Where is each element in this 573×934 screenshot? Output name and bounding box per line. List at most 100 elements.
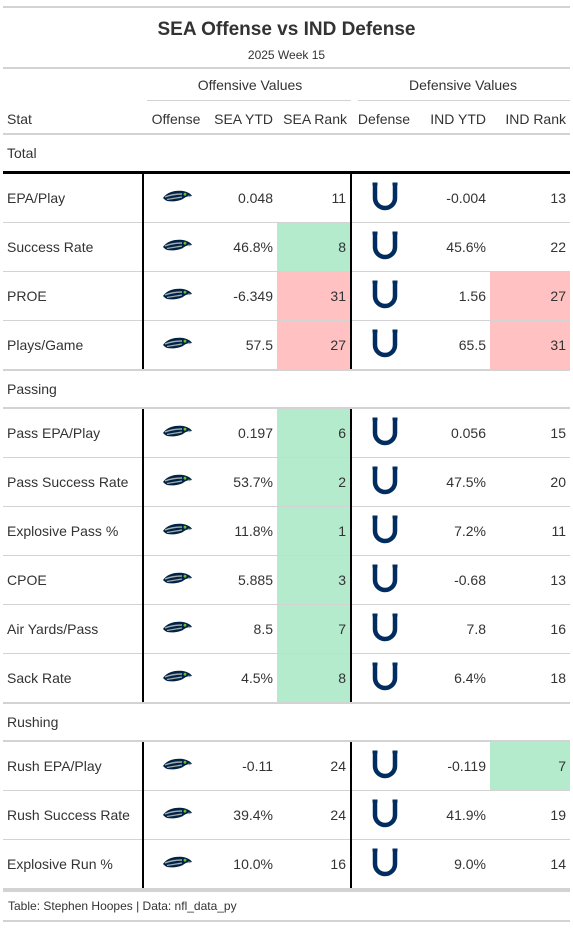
defense-logo-cell xyxy=(350,790,417,840)
colts-horseshoe-icon xyxy=(371,328,399,363)
seahawks-logo-icon xyxy=(161,336,193,355)
stat-name: Rush Success Rate xyxy=(3,790,143,840)
colts-horseshoe-icon xyxy=(371,181,399,216)
ind-ytd-value: -0.119 xyxy=(417,741,490,791)
ind-ytd-value: 41.9% xyxy=(417,790,490,840)
ind-ytd-value: 9.0% xyxy=(417,839,490,890)
offense-logo-cell xyxy=(142,271,209,321)
sea-ytd-value: -6.349 xyxy=(209,271,277,321)
seahawks-logo-icon xyxy=(161,620,193,639)
sea-ytd-column-header: SEA YTD xyxy=(209,105,277,135)
group-label: Total xyxy=(3,134,570,174)
stat-row: EPA/Play 0.048 11 -0.004 13 xyxy=(3,172,570,223)
offense-logo-cell xyxy=(142,555,209,605)
stat-name: Plays/Game xyxy=(3,320,143,371)
sea-ytd-value: -0.11 xyxy=(209,741,277,791)
sea-rank-value: 8 xyxy=(277,653,351,704)
ind-rank-value: 14 xyxy=(490,839,570,890)
stat-name: Success Rate xyxy=(3,222,143,272)
matchup-table-container: SEA Offense vs IND Defense 2025 Week 15 … xyxy=(3,6,570,922)
colts-horseshoe-icon xyxy=(371,798,399,833)
sea-ytd-value: 8.5 xyxy=(209,604,277,654)
stat-name: Explosive Pass % xyxy=(3,506,143,556)
stat-row: Rush EPA/Play -0.11 24 -0.119 7 xyxy=(3,741,570,791)
stat-row: Success Rate 46.8% 8 45.6% 22 xyxy=(3,222,570,272)
table-title: SEA Offense vs IND Defense xyxy=(157,19,416,40)
table-body: Total EPA/Play 0.048 11 -0.004 13 Success Rate… xyxy=(3,134,570,890)
ind-rank-value: 27 xyxy=(490,271,570,321)
defense-logo-cell xyxy=(350,604,417,654)
ind-ytd-value: -0.004 xyxy=(417,172,490,223)
sea-ytd-value: 4.5% xyxy=(209,653,277,704)
offense-logo-cell xyxy=(142,408,209,458)
top-rule xyxy=(3,6,570,8)
seahawks-logo-icon xyxy=(161,287,193,306)
colts-horseshoe-icon xyxy=(371,847,399,882)
defense-logo-cell xyxy=(350,222,417,272)
sea-ytd-value: 0.197 xyxy=(209,408,277,458)
ind-ytd-value: 6.4% xyxy=(417,653,490,704)
stat-row: Rush Success Rate 39.4% 24 41.9% 19 xyxy=(3,790,570,840)
offensive-values-spanner: Offensive Values xyxy=(197,77,303,93)
sea-ytd-value: 53.7% xyxy=(209,457,277,507)
seahawks-logo-icon xyxy=(161,473,193,492)
sea-ytd-value: 5.885 xyxy=(209,555,277,605)
seahawks-logo-icon xyxy=(161,757,193,776)
defense-logo-cell xyxy=(350,457,417,507)
defense-logo-cell xyxy=(350,408,417,458)
table-source-note: Table: Stephen Hoopes | Data: nfl_data_p… xyxy=(3,890,570,922)
sea-rank-column-header: SEA Rank xyxy=(277,105,351,135)
offense-logo-cell xyxy=(142,222,209,272)
sea-ytd-value: 46.8% xyxy=(209,222,277,272)
offensive-spanner-rule xyxy=(147,100,351,101)
ind-ytd-value: 45.6% xyxy=(417,222,490,272)
stat-name: Rush EPA/Play xyxy=(3,741,143,791)
defense-logo-cell xyxy=(350,271,417,321)
column-spanners: Offensive Values Defensive Values xyxy=(3,67,570,105)
ind-ytd-value: 7.8 xyxy=(417,604,490,654)
ind-rank-value: 13 xyxy=(490,172,570,223)
offense-logo-cell xyxy=(142,506,209,556)
stat-name: EPA/Play xyxy=(3,172,143,223)
sea-rank-value: 16 xyxy=(277,839,351,890)
group-header-row: Total xyxy=(3,134,570,174)
defense-logo-cell xyxy=(350,741,417,791)
group-header-row: Rushing xyxy=(3,703,570,742)
offense-logo-cell xyxy=(142,653,209,704)
sea-rank-value: 24 xyxy=(277,741,351,791)
sea-rank-value: 31 xyxy=(277,271,351,321)
stat-column-header: Stat xyxy=(3,105,143,135)
stat-row: Plays/Game 57.5 27 65.5 31 xyxy=(3,320,570,371)
offense-logo-cell xyxy=(142,604,209,654)
ind-rank-value: 15 xyxy=(490,408,570,458)
ind-ytd-value: 1.56 xyxy=(417,271,490,321)
colts-horseshoe-icon xyxy=(371,416,399,451)
colts-horseshoe-icon xyxy=(371,661,399,696)
colts-horseshoe-icon xyxy=(371,465,399,500)
colts-horseshoe-icon xyxy=(371,279,399,314)
group-header-row: Passing xyxy=(3,370,570,409)
defense-logo-cell xyxy=(350,653,417,704)
seahawks-logo-icon xyxy=(161,571,193,590)
ind-rank-value: 31 xyxy=(490,320,570,371)
ind-rank-value: 11 xyxy=(490,506,570,556)
sea-ytd-value: 57.5 xyxy=(209,320,277,371)
ind-rank-value: 7 xyxy=(490,741,570,791)
stat-name: PROE xyxy=(3,271,143,321)
offense-logo-cell xyxy=(142,741,209,791)
column-header-row: Stat Offense SEA YTD SEA Rank Defense IN… xyxy=(3,105,570,135)
defense-logo-cell xyxy=(350,506,417,556)
stat-row: Pass EPA/Play 0.197 6 0.056 15 xyxy=(3,408,570,458)
ind-ytd-value: 47.5% xyxy=(417,457,490,507)
ind-rank-value: 22 xyxy=(490,222,570,272)
ind-ytd-value: 7.2% xyxy=(417,506,490,556)
sea-rank-value: 2 xyxy=(277,457,351,507)
defense-logo-cell xyxy=(350,320,417,371)
seahawks-logo-icon xyxy=(161,189,193,208)
offense-logo-cell xyxy=(142,839,209,890)
sea-rank-value: 1 xyxy=(277,506,351,556)
colts-horseshoe-icon xyxy=(371,563,399,598)
seahawks-logo-icon xyxy=(161,669,193,688)
seahawks-logo-icon xyxy=(161,522,193,541)
colts-horseshoe-icon xyxy=(371,749,399,784)
